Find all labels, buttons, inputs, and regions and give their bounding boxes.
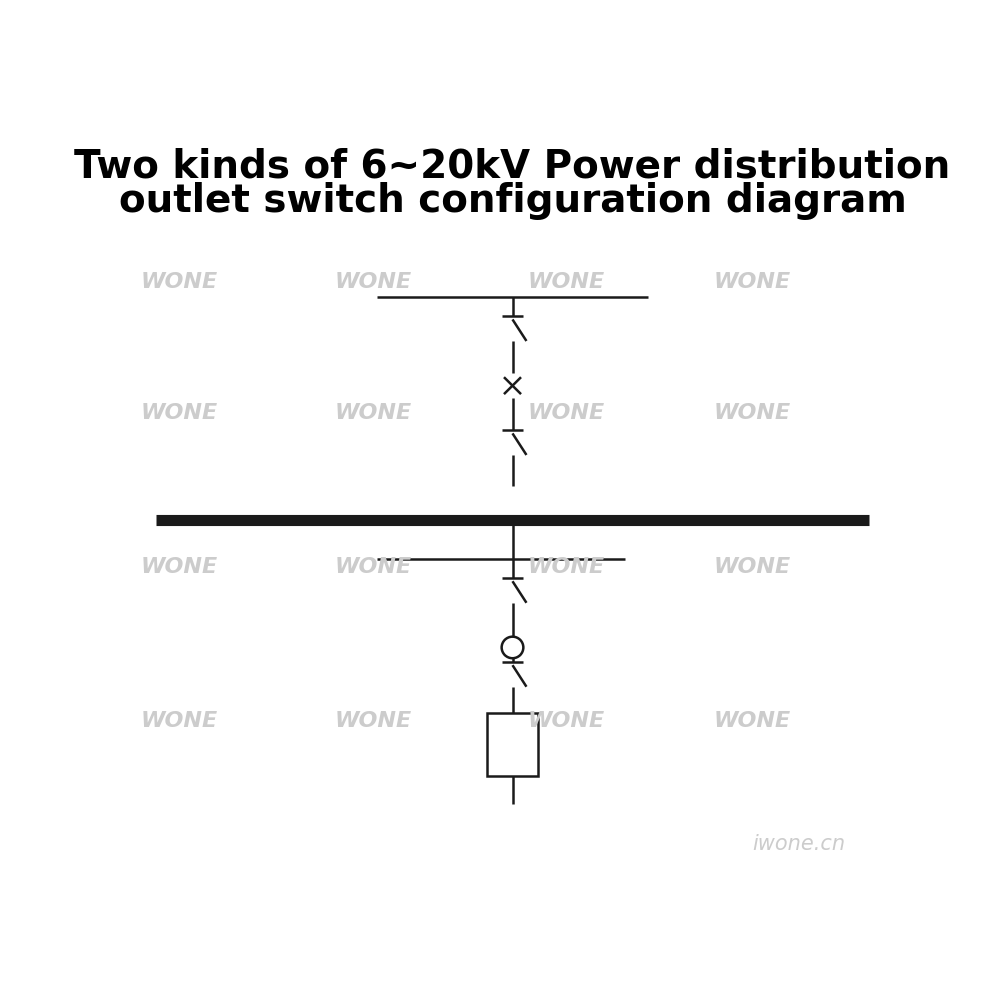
Text: WONE: WONE (334, 557, 412, 577)
Text: WONE: WONE (140, 557, 218, 577)
Text: WONE: WONE (334, 403, 412, 423)
Text: WONE: WONE (528, 557, 605, 577)
Text: WONE: WONE (714, 711, 791, 731)
Text: WONE: WONE (334, 272, 412, 292)
Text: WONE: WONE (528, 711, 605, 731)
Text: Two kinds of 6~20kV Power distribution: Two kinds of 6~20kV Power distribution (74, 147, 951, 185)
Text: WONE: WONE (140, 711, 218, 731)
Text: WONE: WONE (714, 557, 791, 577)
Text: outlet switch configuration diagram: outlet switch configuration diagram (119, 182, 906, 220)
Text: iwone.cn: iwone.cn (753, 834, 846, 854)
Text: WONE: WONE (140, 272, 218, 292)
Text: WONE: WONE (528, 272, 605, 292)
Text: WONE: WONE (140, 403, 218, 423)
Text: WONE: WONE (714, 272, 791, 292)
Text: WONE: WONE (714, 403, 791, 423)
Text: WONE: WONE (334, 711, 412, 731)
Text: WONE: WONE (528, 403, 605, 423)
